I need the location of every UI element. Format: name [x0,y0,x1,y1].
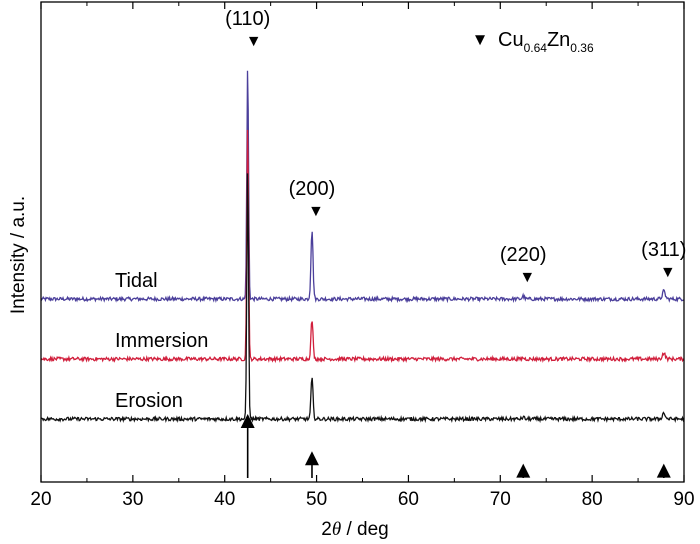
peak-label-110: (110) [225,8,270,30]
axis-layer: 20 30 40 50 60 70 80 90 [30,2,695,510]
plot-layer: Tidal Immersion Erosion ▼ (110) ▼ (200) ▼ (220) ▼… [40,8,686,478]
peak-label-311: (311) [641,239,686,261]
series-tidal-line [40,70,684,304]
x-tick-label: 40 [214,489,235,510]
x-tick-label: 90 [673,489,694,510]
x-tick-label: 50 [306,489,327,510]
x-axis-label: 2θ / deg [321,519,388,540]
peak-label-220: (220) [500,244,547,266]
x-tick-label: 80 [582,489,603,510]
peak-marker-icon: ▼ [308,203,324,220]
x-tick-label: 70 [490,489,511,510]
peak-marker-icon: ▼ [519,269,535,286]
x-tick-label: 20 [30,489,51,510]
peak-marker-icon: ▼ [246,33,262,50]
series-immersion-line [40,129,685,364]
reference-arrow-head [656,463,671,478]
reference-arrow-head [240,414,255,428]
series-label-erosion: Erosion [115,390,183,412]
x-tick-label: 60 [398,489,419,510]
y-axis-label: Intensity / a.u. [8,196,29,314]
series-erosion-line [40,173,685,424]
peak-marker-icon: ▼ [660,264,676,281]
reference-arrow-head [304,451,319,466]
x-tick-label: 30 [122,489,143,510]
legend-marker-icon: ▼ [472,30,489,49]
legend-label: Cu0.64Zn0.36 [498,29,594,55]
legend: ▼ Cu0.64Zn0.36 [472,29,594,55]
series-label-immersion: Immersion [115,330,208,352]
series-label-tidal: Tidal [115,270,158,292]
peak-label-200: (200) [289,178,336,200]
reference-arrow-head [516,463,531,478]
